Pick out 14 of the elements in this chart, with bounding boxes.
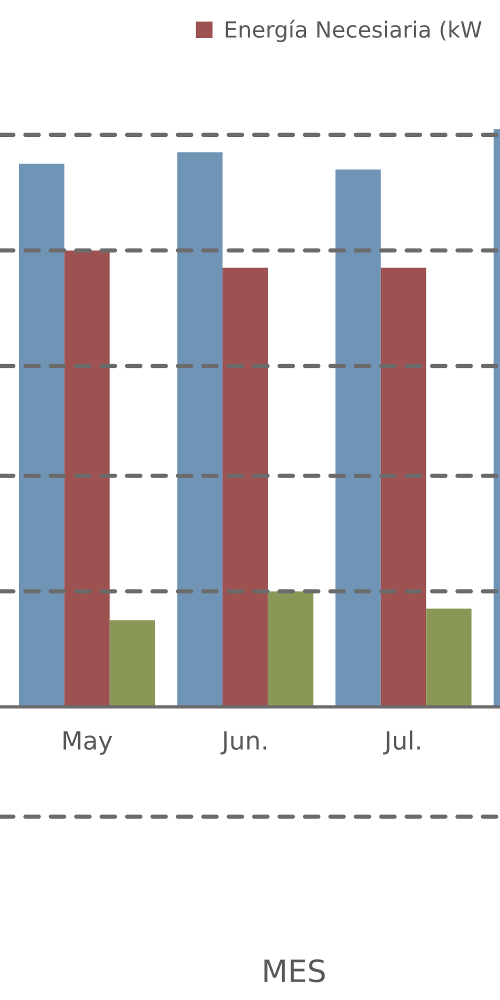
x-tick-label: Jun. bbox=[220, 731, 266, 754]
bar bbox=[18, 164, 64, 707]
x-tick-label: Jul. bbox=[383, 730, 420, 754]
legend-label: Energía Necesiaria (kW bbox=[226, 20, 482, 42]
bar bbox=[110, 620, 156, 707]
bar bbox=[222, 268, 268, 707]
text: MES bbox=[264, 959, 325, 982]
bar bbox=[335, 170, 381, 707]
bar bbox=[64, 250, 110, 707]
bar bbox=[426, 608, 472, 707]
bar bbox=[177, 152, 223, 707]
bar bbox=[268, 591, 314, 707]
x-tick-label: May bbox=[64, 731, 112, 755]
bar bbox=[380, 268, 426, 707]
